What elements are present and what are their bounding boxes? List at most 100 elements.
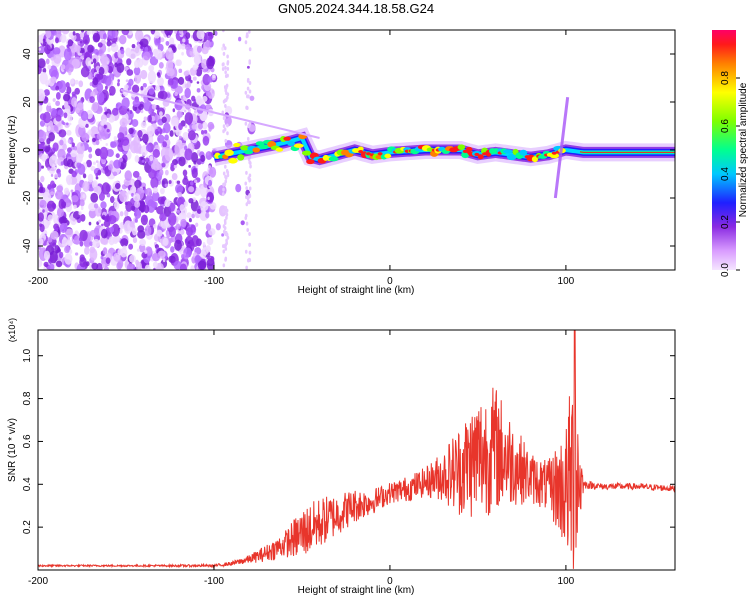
spectrogram-noise-speck <box>93 203 99 209</box>
spectrogram-noise-speck <box>104 75 112 87</box>
spectrogram-noise-speck <box>207 179 213 187</box>
spectrogram-noise-speck <box>65 122 69 126</box>
spectrogram-noise-speck <box>157 134 165 144</box>
spectrogram-x-tick-label: 0 <box>387 276 393 287</box>
snr-y-tick-label: 0.8 <box>22 391 33 405</box>
spectrogram-noise-speck <box>164 183 169 188</box>
spectrogram-noise-speck <box>180 43 186 50</box>
spectrogram-noise-speck <box>192 64 199 71</box>
spectrogram-noise-speck <box>238 36 242 42</box>
spectrogram-noise-speck <box>158 61 164 69</box>
spectrogram-noise-speck <box>156 72 161 77</box>
spectrogram-noise-speck <box>164 147 174 162</box>
spectrogram-noise-speck <box>86 159 92 168</box>
spectrogram-noise-speck <box>176 110 184 118</box>
spectrogram-noise-speck <box>240 220 245 226</box>
spectrogram-noise-speck <box>115 153 120 159</box>
spectrogram-noise-speck <box>79 256 87 268</box>
spectrogram-noise-speck <box>169 130 174 137</box>
spectrogram-noise-speck <box>224 115 232 127</box>
spectrogram-noise-speck <box>100 255 104 260</box>
carrier-blob <box>502 149 513 154</box>
spectrogram-noise-speck <box>205 212 210 219</box>
spectrogram-noise-speck <box>203 129 208 134</box>
spectrogram-noise-speck <box>102 247 108 255</box>
spectrogram-noise-speck <box>52 142 59 152</box>
spectrogram-noise-speck <box>164 169 169 176</box>
spectrogram-noise-speck <box>180 218 187 228</box>
spectrogram-noise-speck <box>165 59 174 72</box>
spectrogram-noise-speck <box>45 30 52 39</box>
spectrogram-noise-speck <box>246 200 250 205</box>
spectrogram-noise-speck <box>205 91 211 97</box>
spectrogram-noise-speck <box>188 186 195 193</box>
carrier-blob <box>328 156 339 162</box>
spectrogram-noise-speck <box>58 129 67 138</box>
spectrogram-noise-speck <box>170 117 179 127</box>
spectrogram-noise-speck <box>222 43 226 48</box>
spectrogram-noise-speck <box>139 38 149 48</box>
carrier-blob <box>384 153 392 159</box>
spectrogram-noise-speck <box>66 176 73 186</box>
spectrogram-noise-speck <box>246 94 249 99</box>
spectrogram-noise-speck <box>193 55 201 66</box>
spectrogram-noise-speck <box>244 249 248 254</box>
spectrogram-noise-speck <box>73 235 81 245</box>
spectrogram-noise-speck <box>80 56 84 60</box>
spectrogram-noise-speck <box>171 173 178 181</box>
spectrogram-noise-speck <box>208 166 217 178</box>
spectrogram-noise-speck <box>49 108 52 113</box>
spectrogram-noise-speck <box>151 104 157 110</box>
colorbar-label: Normalized spectral amplitude <box>738 82 749 217</box>
spectrogram-noise-speck <box>202 95 208 102</box>
spectrogram-noise-speck <box>89 248 98 261</box>
spectrogram-noise-speck <box>109 226 115 233</box>
spectrogram-noise-speck <box>63 112 68 119</box>
spectrogram-noise-speck <box>208 165 212 169</box>
spectrogram-noise-speck <box>93 186 99 193</box>
spectrogram-noise-speck <box>38 88 46 103</box>
spectrogram-noise-speck <box>77 41 81 45</box>
spectrogram-noise-speck <box>54 173 59 179</box>
spectrogram-noise-speck <box>62 93 70 102</box>
spectrogram-noise-speck <box>184 83 189 88</box>
spectrogram-noise-speck <box>71 91 76 97</box>
spectrogram-noise-speck <box>244 121 248 126</box>
spectrogram-noise-speck <box>191 213 195 219</box>
spectrogram-noise-speck <box>96 262 103 270</box>
spectrogram-noise-speck <box>44 44 51 55</box>
spectrogram-noise-speck <box>55 37 59 44</box>
spectrogram-noise-speck <box>224 256 228 261</box>
spectrogram-noise-speck <box>108 236 115 246</box>
spectrogram-noise-speck <box>160 187 165 195</box>
spectrogram-noise-speck <box>162 258 166 263</box>
carrier-blob <box>237 154 245 161</box>
spectrogram-noise-speck <box>182 177 189 186</box>
spectrogram-noise-speck <box>48 263 55 270</box>
spectrogram-noise-speck <box>55 260 63 268</box>
spectrogram-noise-speck <box>182 38 186 43</box>
spectrogram-noise-speck <box>164 199 171 208</box>
spectrogram-noise-speck <box>60 34 67 43</box>
spectrogram-noise-speck <box>81 132 90 142</box>
carrier-blob <box>519 149 528 156</box>
spectrogram-noise-speck <box>222 51 226 56</box>
spectrogram-noise-speck <box>89 241 93 247</box>
spectrogram-noise-speck <box>126 69 134 76</box>
spectrogram-noise-speck <box>59 222 68 233</box>
spectrogram-noise-speck <box>153 267 156 270</box>
spectrogram-noise-speck <box>169 237 174 243</box>
spectrogram-noise-speck <box>178 76 185 85</box>
spectrogram-noise-speck <box>178 135 182 139</box>
spectrogram-noise-speck <box>89 96 95 103</box>
spectrogram-noise-speck <box>45 58 50 65</box>
spectrogram-noise-speck <box>117 79 120 83</box>
spectrogram-noise-speck <box>153 158 159 165</box>
spectrogram-noise-speck <box>245 265 248 270</box>
spectrogram-noise-speck <box>248 242 252 247</box>
spectrogram-noise-speck <box>185 32 191 40</box>
spectrogram-noise-speck <box>142 82 147 88</box>
spectrogram-noise-speck <box>63 187 70 196</box>
spectrogram-noise-speck <box>191 124 197 130</box>
